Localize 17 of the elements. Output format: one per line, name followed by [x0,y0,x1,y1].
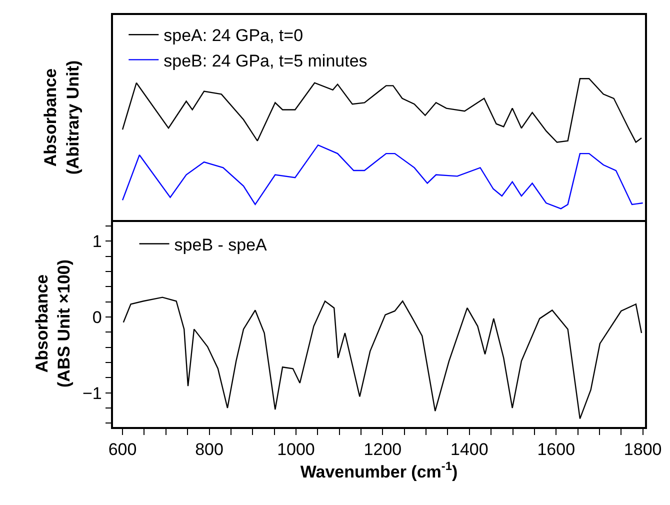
x-tick-label: 1400 [450,440,488,460]
x-axis-title: Wavenumber (cm$^{-1}$) [300,459,458,482]
x-tick-label: 600 [108,440,137,460]
y-tick-label: 1 [92,232,102,252]
legend-label: speA: 24 GPa, t=0 [164,26,304,46]
legend-label: speB - speA [174,235,268,254]
y-tick-label: 0 [92,308,102,327]
x-tick-label: 1000 [277,440,315,460]
y-axis-title: Absorbance (ABS Unit ×100) [32,260,74,388]
x-tick-label: 1800 [624,440,662,460]
line-series [122,296,642,420]
x-tick-label: 800 [195,440,224,460]
y-axis-title: Absorbance (Abitrary Unit) [41,60,82,175]
x-tick-label: 1200 [364,440,402,460]
x-tick-label: 1600 [537,440,576,460]
legend-label: speB: 24 GPa, t=5 minutes [164,51,368,70]
y-tick-label: −1 [82,384,102,403]
